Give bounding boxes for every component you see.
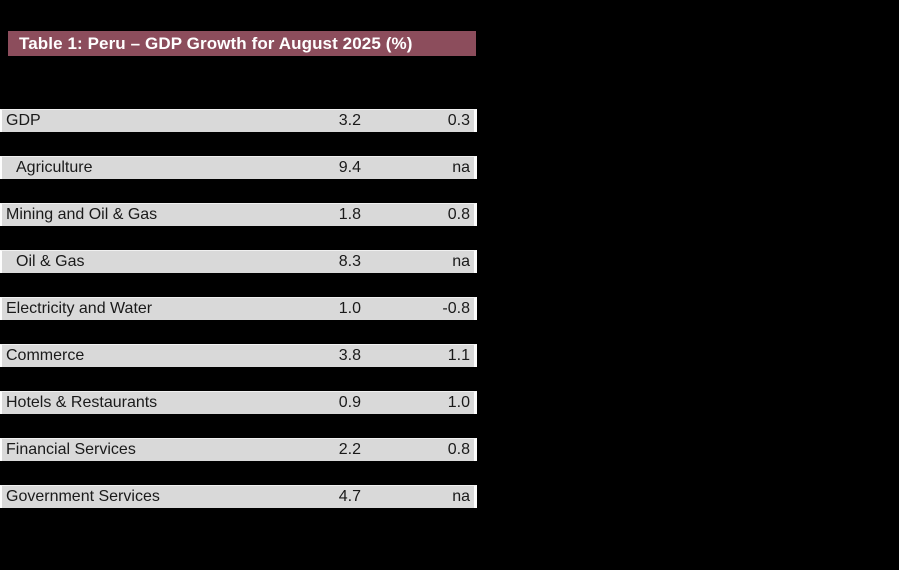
row-label: Financial Services [6,441,136,458]
row-value-1: 4.7 [338,488,361,505]
row-value-1: 1.0 [338,300,361,317]
row-value-2: 0.8 [447,441,470,458]
row-value-2: na [452,253,470,270]
table-row-oil-gas: Oil & Gas 8.3 na [0,250,477,273]
gdp-growth-table: GDP 3.2 0.3 Agriculture 9.4 na Mining an… [0,109,477,508]
row-label: GDP [6,112,41,129]
row-label: Hotels & Restaurants [6,394,158,411]
row-value-1: 9.4 [338,159,361,176]
table-row-electricity-water: Electricity and Water 1.0 -0.8 [0,297,477,320]
row-value-1: 3.8 [338,347,361,364]
table-title: Table 1: Peru – GDP Growth for August 20… [8,31,476,56]
row-value-2: 0.3 [447,112,470,129]
table-row-financial-services: Financial Services 2.2 0.8 [0,438,477,461]
row-label: Commerce [6,347,85,364]
row-value-1: 2.2 [338,441,361,458]
row-value-1: 8.3 [338,253,361,270]
table-row-mining-oil-gas: Mining and Oil & Gas 1.8 0.8 [0,203,477,226]
row-value-2: 1.0 [447,394,470,411]
row-value-1: 1.8 [338,206,361,223]
row-label: Oil & Gas [16,253,85,270]
table-row-government-services: Government Services 4.7 na [0,485,477,508]
row-value-2: na [452,159,470,176]
table-row-gdp: GDP 3.2 0.3 [0,109,477,132]
row-value-2: 0.8 [447,206,470,223]
row-value-1: 3.2 [338,112,361,129]
row-value-2: na [452,488,470,505]
row-value-2: 1.1 [447,347,470,364]
row-label: Mining and Oil & Gas [6,206,158,223]
row-label: Government Services [6,488,160,505]
row-label: Electricity and Water [6,300,153,317]
row-label: Agriculture [16,159,93,176]
row-value-2: -0.8 [442,300,470,317]
table-row-commerce: Commerce 3.8 1.1 [0,344,477,367]
table-row-agriculture: Agriculture 9.4 na [0,156,477,179]
table-row-hotels-restaurants: Hotels & Restaurants 0.9 1.0 [0,391,477,414]
row-value-1: 0.9 [338,394,361,411]
